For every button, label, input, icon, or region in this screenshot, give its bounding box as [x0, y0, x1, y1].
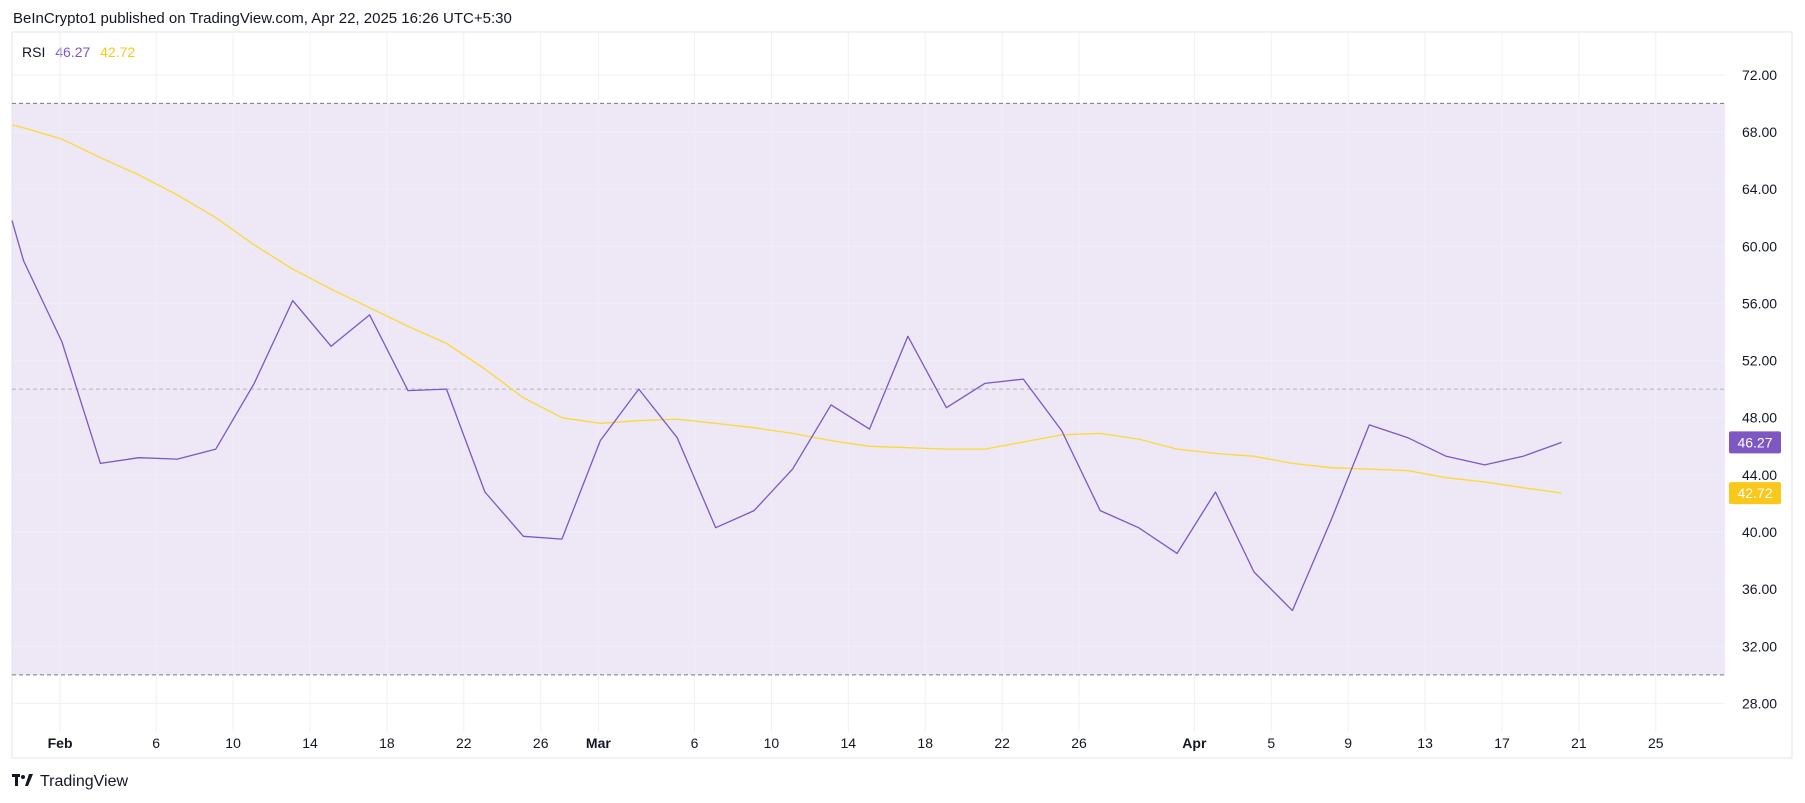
x-tick-label: Mar — [586, 735, 611, 751]
x-tick-label: 22 — [456, 735, 472, 751]
x-tick-label: 18 — [917, 735, 933, 751]
footer-brand: TradingView — [40, 773, 129, 790]
ma-last-value-badge — [1729, 482, 1781, 505]
y-axis: 72.00 68.00 64.00 60.00 56.00 52.00 48.00 44.00… — [1742, 67, 1777, 712]
y-tick-label: 60.00 — [1742, 238, 1777, 254]
y-tick-label: 44.00 — [1742, 467, 1777, 483]
x-tick-label: 18 — [379, 735, 395, 751]
x-tick-label: 26 — [533, 735, 549, 751]
rsi-value: 46.27 — [55, 44, 91, 60]
y-tick-label: 72.00 — [1742, 67, 1777, 83]
y-tick-label: 56.00 — [1742, 295, 1777, 311]
x-tick-label: 25 — [1648, 735, 1664, 751]
indicator-name: RSI — [22, 44, 46, 60]
footer: TradingView — [12, 772, 128, 792]
publisher-header: BeInCrypto1 published on TradingView.com… — [13, 10, 512, 27]
grid — [11, 31, 1793, 759]
indicator-legend: RSI 46.27 42.72 — [22, 44, 141, 60]
x-tick-label: 14 — [841, 735, 857, 751]
y-tick-label: 28.00 — [1742, 695, 1777, 711]
x-tick-label: 14 — [302, 735, 318, 751]
chart-frame — [11, 31, 1793, 759]
x-tick-label: Feb — [48, 735, 73, 751]
y-tick-label: 36.00 — [1742, 581, 1777, 597]
x-tick-label: 6 — [691, 735, 699, 751]
rsi-last-value-badge — [1729, 431, 1781, 454]
x-tick-label: 21 — [1571, 735, 1587, 751]
y-tick-label: 68.00 — [1742, 124, 1777, 140]
x-tick-label: 10 — [764, 735, 780, 751]
rsi-last-value-label: 46.27 — [1737, 434, 1772, 450]
x-tick-label: 10 — [225, 735, 241, 751]
y-tick-label: 32.00 — [1742, 638, 1777, 654]
x-tick-label: 26 — [1071, 735, 1087, 751]
x-tick-label: 5 — [1267, 735, 1275, 751]
y-tick-label: 52.00 — [1742, 353, 1777, 369]
ma-last-value-label: 42.72 — [1737, 485, 1772, 501]
x-tick-label: Apr — [1182, 735, 1207, 751]
tradingview-logo-icon — [12, 772, 34, 792]
ma-value: 42.72 — [100, 44, 136, 60]
x-tick-label: 9 — [1344, 735, 1352, 751]
x-tick-label: 13 — [1417, 735, 1433, 751]
last-value-badges: 46.27 42.72 — [1729, 431, 1781, 505]
rsi-ma-line — [11, 124, 1562, 494]
series-lines — [11, 124, 1562, 612]
y-tick-label: 64.00 — [1742, 181, 1777, 197]
x-tick-label: 22 — [994, 735, 1010, 751]
rsi-line — [11, 220, 1562, 612]
y-tick-label: 48.00 — [1742, 410, 1777, 426]
x-axis: Feb 6 10 14 18 22 26 Mar 6 10 14 18 22 26 Apr 5 9 13 17 21 2… — [48, 735, 1664, 751]
x-tick-label: 6 — [152, 735, 160, 751]
y-tick-label: 40.00 — [1742, 524, 1777, 540]
x-tick-label: 17 — [1494, 735, 1510, 751]
level-lines — [12, 102, 1725, 676]
